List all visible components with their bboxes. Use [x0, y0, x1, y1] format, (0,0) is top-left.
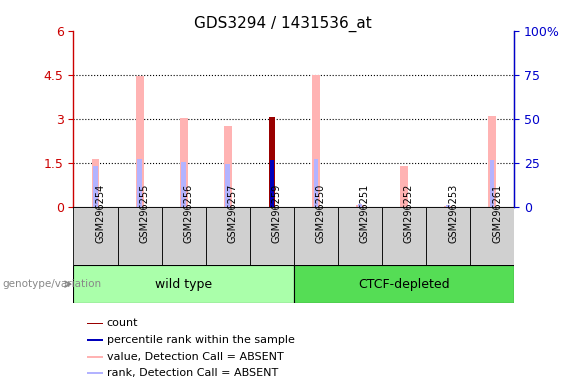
Bar — [250, 207, 294, 265]
Bar — [314, 159, 318, 207]
Bar — [206, 207, 250, 265]
Bar — [426, 207, 470, 265]
Text: GSM296251: GSM296251 — [360, 184, 370, 243]
Bar — [470, 207, 514, 265]
Bar — [73, 265, 294, 303]
Bar — [490, 160, 494, 207]
Text: count: count — [107, 318, 138, 328]
Bar — [294, 265, 514, 303]
Bar — [180, 118, 188, 207]
Bar — [162, 207, 206, 265]
Text: percentile rank within the sample: percentile rank within the sample — [107, 335, 294, 345]
Text: GSM296252: GSM296252 — [404, 184, 414, 243]
Bar — [269, 117, 275, 207]
Bar — [400, 166, 408, 207]
Text: GSM296261: GSM296261 — [492, 184, 502, 243]
Text: wild type: wild type — [155, 278, 212, 291]
Text: GSM296256: GSM296256 — [184, 184, 194, 243]
Text: GSM296257: GSM296257 — [228, 184, 238, 243]
Bar — [356, 205, 364, 207]
Text: GSM296254: GSM296254 — [95, 184, 106, 243]
Text: rank, Detection Call = ABSENT: rank, Detection Call = ABSENT — [107, 368, 278, 378]
Bar — [137, 159, 142, 207]
Text: genotype/variation: genotype/variation — [3, 279, 102, 289]
Text: GSM296250: GSM296250 — [316, 184, 326, 243]
Bar — [93, 166, 98, 207]
Bar — [312, 75, 320, 207]
Bar — [225, 164, 230, 207]
Bar — [488, 116, 496, 207]
Bar — [86, 356, 103, 358]
Bar — [86, 339, 103, 341]
Text: GDS3294 / 1431536_at: GDS3294 / 1431536_at — [194, 15, 371, 31]
Bar — [446, 205, 450, 207]
Bar — [444, 206, 452, 207]
Bar — [118, 207, 162, 265]
Bar — [181, 162, 186, 207]
Bar — [270, 160, 274, 207]
Text: GSM296259: GSM296259 — [272, 184, 282, 243]
Bar — [136, 76, 144, 207]
Text: GSM296253: GSM296253 — [448, 184, 458, 243]
Text: CTCF-depleted: CTCF-depleted — [358, 278, 450, 291]
Bar — [338, 207, 382, 265]
Bar — [294, 207, 338, 265]
Bar — [86, 372, 103, 374]
Bar — [92, 159, 99, 207]
Bar — [73, 207, 118, 265]
Bar — [382, 207, 426, 265]
Text: value, Detection Call = ABSENT: value, Detection Call = ABSENT — [107, 352, 284, 362]
Bar — [86, 323, 103, 324]
Text: GSM296255: GSM296255 — [140, 184, 150, 243]
Bar — [224, 126, 232, 207]
Bar — [358, 204, 362, 207]
